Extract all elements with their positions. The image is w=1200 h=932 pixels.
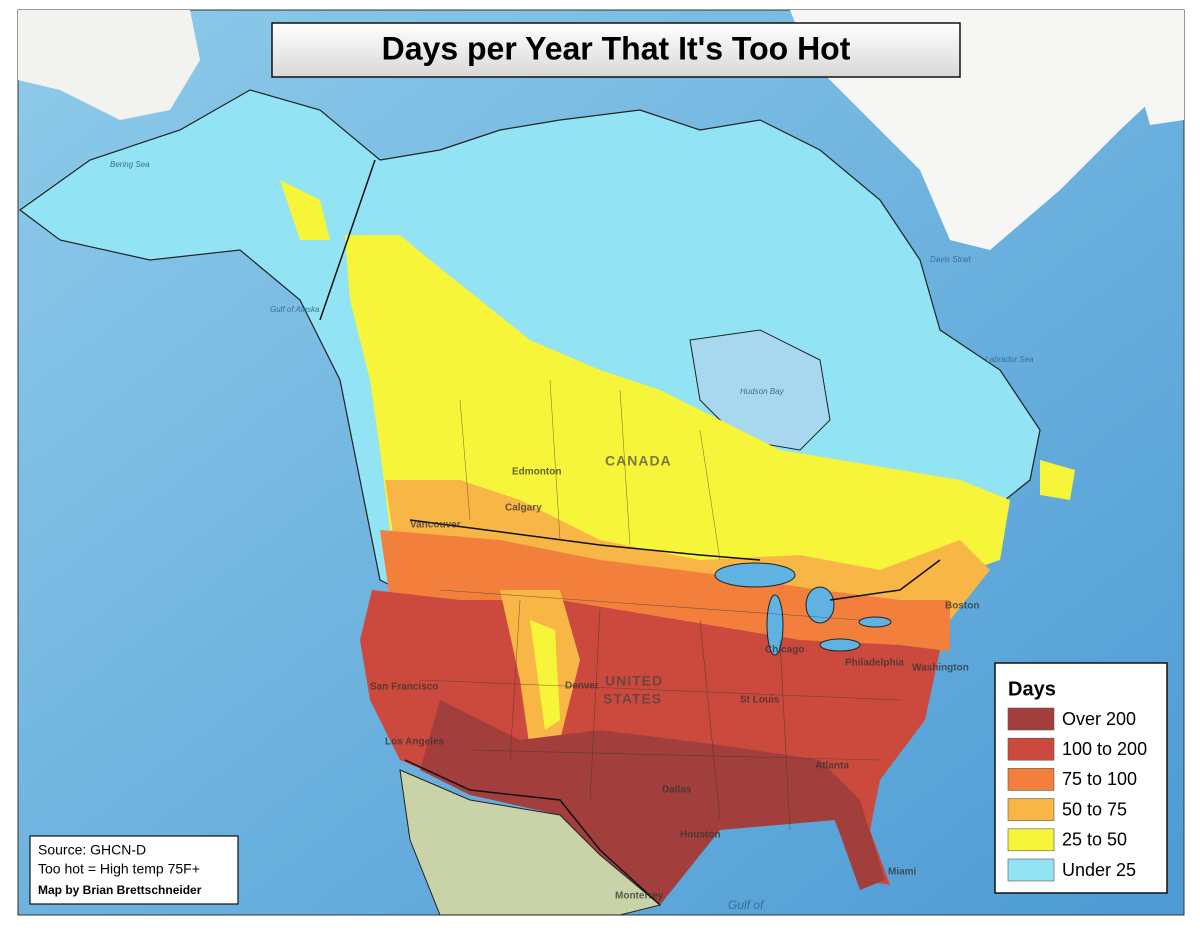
rockies-25-50 bbox=[530, 620, 560, 730]
city-label: Houston bbox=[680, 830, 721, 841]
city-label: Calgary bbox=[505, 503, 542, 514]
city-label: Chicago bbox=[765, 645, 804, 656]
lake-ontario bbox=[858, 616, 892, 628]
band-25-50-newfoundland bbox=[1040, 460, 1075, 500]
legend-swatch bbox=[1007, 768, 1055, 791]
legend-swatch bbox=[1007, 828, 1055, 852]
band-25-50-alaska bbox=[280, 180, 330, 240]
legend: Days Over 200 100 to 200 75 to 100 50 to 75… bbox=[994, 662, 1168, 894]
alaska-border bbox=[319, 159, 376, 321]
legend-swatch bbox=[1007, 858, 1055, 882]
city-label: Miami bbox=[888, 867, 917, 878]
water-label: Bering Sea bbox=[110, 160, 150, 169]
city-label: Boston bbox=[945, 601, 979, 612]
legend-swatch bbox=[1007, 798, 1055, 821]
legend-swatch bbox=[1007, 707, 1055, 731]
city-label: St Louis bbox=[740, 695, 780, 706]
country-label: CANADA bbox=[605, 453, 672, 469]
map-credit: Map by Brian Brettschneider bbox=[38, 883, 202, 897]
water-label: Gulf of Alaska bbox=[270, 305, 320, 314]
country-label: STATES bbox=[603, 691, 662, 707]
band-over-200 bbox=[420, 700, 885, 905]
city-label: San Francisco bbox=[370, 682, 438, 693]
water-label: Hudson Bay bbox=[740, 387, 785, 396]
us-mexico-border bbox=[404, 759, 661, 906]
admin-borders bbox=[419, 379, 901, 831]
iceland bbox=[1140, 60, 1184, 125]
lake-superior bbox=[714, 562, 796, 588]
city-label: Los Angeles bbox=[385, 737, 445, 748]
title-box bbox=[271, 22, 961, 78]
us-canada-border bbox=[409, 519, 941, 601]
legend-swatch bbox=[1007, 737, 1055, 761]
source-box bbox=[29, 835, 239, 905]
legend-label: Over 200 bbox=[1062, 709, 1136, 729]
city-label: Philadelphia bbox=[845, 658, 904, 669]
legend-label: 50 to 75 bbox=[1062, 799, 1127, 819]
legend-label: 75 to 100 bbox=[1062, 769, 1137, 789]
city-label: Dallas bbox=[662, 785, 692, 796]
legend-title: Days bbox=[1008, 678, 1056, 700]
legend-label: 25 to 50 bbox=[1062, 830, 1127, 850]
lake-michigan bbox=[766, 594, 784, 656]
lake-huron bbox=[805, 586, 835, 624]
city-label: Edmonton bbox=[512, 467, 561, 478]
water-label: Davis Strait bbox=[930, 255, 972, 264]
city-label: Vancouver bbox=[410, 520, 461, 531]
country-label: UNITED bbox=[605, 673, 663, 689]
map-title: Days per Year That It's Too Hot bbox=[382, 30, 851, 66]
lake-erie bbox=[819, 638, 861, 652]
band-75-100 bbox=[380, 530, 950, 660]
water-label: Labrador Sea bbox=[985, 355, 1034, 364]
source-line: Source: GHCN-D bbox=[38, 842, 146, 858]
hudson-bay bbox=[689, 329, 831, 451]
legend-label: Under 25 bbox=[1062, 860, 1136, 880]
city-label: Denver bbox=[565, 681, 599, 692]
city-label: Monterrey bbox=[615, 891, 664, 902]
city-label: Washington bbox=[912, 663, 969, 674]
russia bbox=[18, 10, 200, 120]
water-label: Gulf of bbox=[728, 898, 765, 912]
city-label: Atlanta bbox=[815, 761, 849, 772]
legend-label: 100 to 200 bbox=[1062, 739, 1147, 759]
source-line: Too hot = High temp 75F+ bbox=[38, 861, 200, 877]
